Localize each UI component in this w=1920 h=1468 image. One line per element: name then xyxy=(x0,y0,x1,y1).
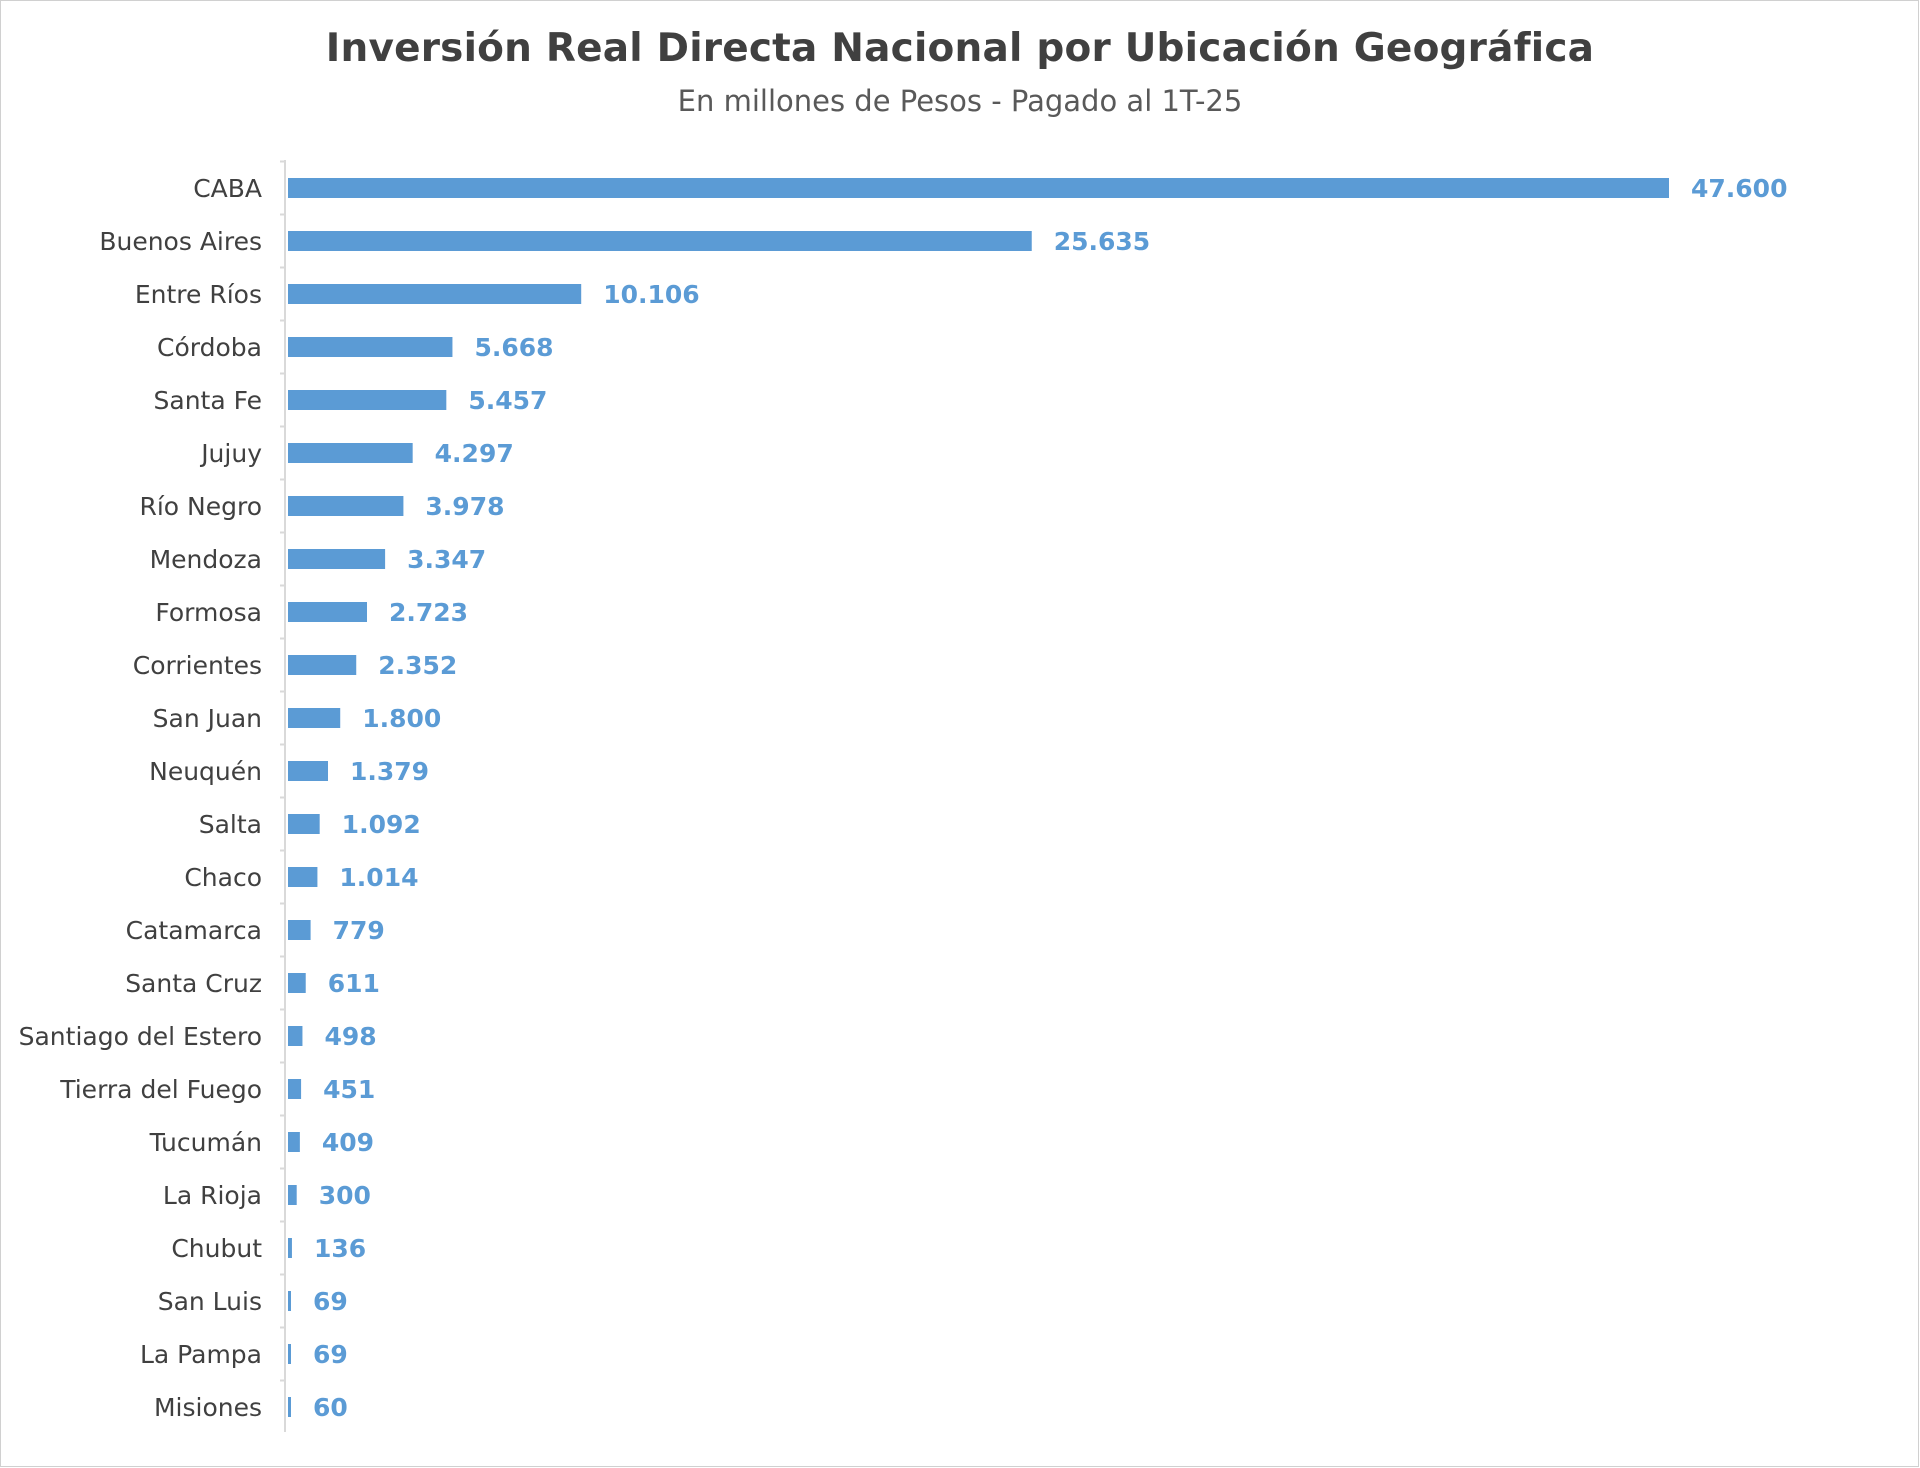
category-label: Tierra del Fuego xyxy=(59,1075,262,1104)
bar xyxy=(288,284,582,304)
value-label: 69 xyxy=(313,1340,348,1369)
value-label: 451 xyxy=(323,1075,375,1104)
value-label: 1.379 xyxy=(350,757,429,786)
category-label: La Pampa xyxy=(140,1340,262,1369)
value-label: 47.600 xyxy=(1691,174,1787,203)
bar xyxy=(288,390,447,410)
value-label: 25.635 xyxy=(1054,227,1150,256)
bar xyxy=(288,1291,291,1311)
category-label: La Rioja xyxy=(163,1181,262,1210)
value-label: 136 xyxy=(314,1234,366,1263)
category-label: Jujuy xyxy=(199,439,262,468)
value-label: 1.092 xyxy=(342,810,421,839)
value-label: 3.347 xyxy=(407,545,486,574)
bar xyxy=(288,1238,292,1258)
bar xyxy=(288,1344,291,1364)
value-label: 2.723 xyxy=(389,598,468,627)
bar xyxy=(288,1397,291,1417)
bar xyxy=(288,1185,297,1205)
category-label: CABA xyxy=(193,174,262,203)
bar xyxy=(288,549,386,569)
value-label: 611 xyxy=(328,969,380,998)
category-label: Santa Fe xyxy=(154,386,263,415)
bar xyxy=(288,1026,303,1046)
value-label: 498 xyxy=(324,1022,376,1051)
bar xyxy=(288,231,1032,251)
category-label: Chubut xyxy=(171,1234,262,1263)
category-label: Mendoza xyxy=(150,545,262,574)
bar xyxy=(288,178,1669,198)
bar xyxy=(288,867,318,887)
value-label: 5.668 xyxy=(474,333,553,362)
bar xyxy=(288,655,357,675)
bar xyxy=(288,708,341,728)
category-label: Salta xyxy=(199,810,262,839)
category-label: Entre Ríos xyxy=(135,280,262,309)
category-label: San Juan xyxy=(153,704,262,733)
category-label: Neuquén xyxy=(149,757,262,786)
category-label: Formosa xyxy=(155,598,262,627)
bar xyxy=(288,1132,300,1152)
bar xyxy=(288,761,329,781)
value-label: 3.978 xyxy=(425,492,504,521)
chart-subtitle: En millones de Pesos - Pagado al 1T-25 xyxy=(677,84,1243,118)
value-label: 409 xyxy=(322,1128,374,1157)
category-label: Misiones xyxy=(154,1393,262,1422)
category-label: Buenos Aires xyxy=(99,227,262,256)
value-label: 779 xyxy=(333,916,385,945)
bar xyxy=(288,920,311,940)
value-label: 69 xyxy=(313,1287,348,1316)
category-label: Corrientes xyxy=(133,651,262,680)
value-label: 1.800 xyxy=(362,704,441,733)
category-label: Tucumán xyxy=(149,1128,262,1157)
chart-title: Inversión Real Directa Nacional por Ubic… xyxy=(325,26,1595,71)
category-label: Santa Cruz xyxy=(125,969,262,998)
category-label: Chaco xyxy=(184,863,262,892)
value-label: 1.014 xyxy=(339,863,418,892)
value-label: 4.297 xyxy=(435,439,514,468)
bar xyxy=(288,814,320,834)
value-label: 60 xyxy=(313,1393,348,1422)
category-label: Catamarca xyxy=(126,916,262,945)
category-label: Córdoba xyxy=(157,333,262,362)
category-label: San Luis xyxy=(158,1287,262,1316)
bar xyxy=(288,973,306,993)
bar xyxy=(288,496,404,516)
value-label: 5.457 xyxy=(468,386,547,415)
bar xyxy=(288,1079,302,1099)
value-label: 300 xyxy=(319,1181,371,1210)
value-label: 10.106 xyxy=(603,280,699,309)
bar xyxy=(288,337,453,357)
value-label: 2.352 xyxy=(378,651,457,680)
category-label: Río Negro xyxy=(139,492,262,521)
category-label: Santiago del Estero xyxy=(19,1022,262,1051)
bar xyxy=(288,602,368,622)
bar xyxy=(288,443,413,463)
